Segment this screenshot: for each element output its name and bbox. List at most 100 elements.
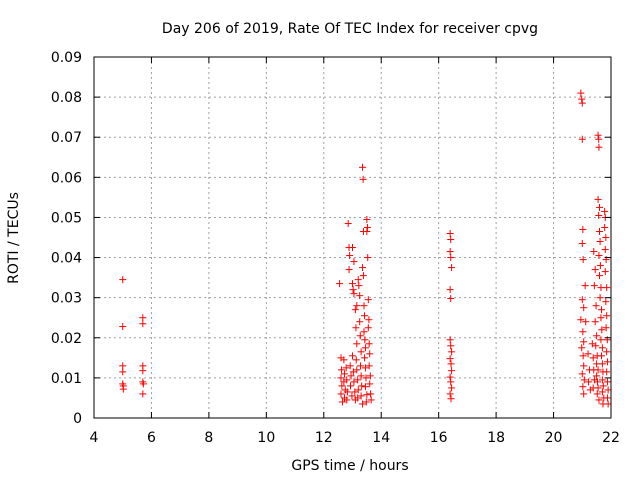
data-point [592,302,600,310]
data-point [446,355,454,363]
data-points [119,89,612,408]
data-point [344,219,352,227]
data-point [343,388,351,396]
data-point [367,390,375,398]
y-axis-label: ROTI / TECUs [6,192,22,284]
data-point [598,306,606,314]
data-point [366,350,374,358]
data-point [355,282,363,290]
data-point [602,234,610,241]
data-point [584,350,592,358]
data-point [360,328,368,336]
data-point [597,314,605,322]
data-point [603,284,611,292]
data-point [578,240,586,248]
data-point [448,348,456,356]
data-point [447,294,455,302]
data-point [139,380,147,388]
data-point [580,362,588,370]
data-point [361,344,369,352]
y-tick-label: 0.05 [51,210,82,226]
y-tick-labels: 0 0.01 0.02 0.03 0.04 0.05 0.06 0.07 0.08 0.09 [51,50,82,427]
data-point [363,223,371,231]
x-tick-labels: 4 6 8 10 12 14 16 18 20 22 [90,430,620,446]
data-point [361,354,369,362]
data-point [448,384,456,392]
data-point [596,294,604,302]
data-point [354,376,362,384]
data-point [586,386,594,394]
data-point [359,163,367,171]
data-point [578,99,586,107]
data-point [349,286,357,294]
data-point [357,372,365,380]
data-point [353,366,361,374]
data-point [448,367,456,375]
data-point [353,302,361,310]
data-point [366,380,374,388]
data-point [604,378,612,386]
data-point [604,386,612,394]
y-tick-label: 0.02 [51,331,82,347]
data-point [604,400,612,408]
x-tick-label: 22 [602,430,620,446]
data-point [367,396,375,404]
data-point [361,312,369,320]
data-point [593,332,601,340]
data-point [585,378,593,386]
x-tick-label: 18 [487,430,505,446]
data-point [598,326,606,334]
data-point [340,370,348,378]
data-point [365,316,373,324]
data-point [601,223,609,231]
data-point [342,364,350,372]
data-point [337,374,345,382]
plot-frame [93,56,612,419]
data-point [139,320,147,328]
data-point [353,340,361,348]
data-point [119,323,127,331]
data-point [598,388,606,396]
data-point [602,298,610,306]
data-point [359,175,367,183]
data-point [345,266,353,274]
data-point [359,272,367,280]
data-point [447,254,455,262]
data-point [588,340,596,348]
data-point [599,382,607,390]
data-point [577,89,585,97]
x-tick-label: 8 [204,430,213,446]
data-point [446,336,454,344]
data-point [603,312,611,320]
data-point [596,272,604,280]
data-point [139,367,147,375]
data-point [352,324,360,332]
data-point [351,306,359,314]
data-point [362,374,370,382]
data-point [346,252,354,260]
data-point [597,336,605,344]
data-point [338,398,346,406]
data-point [119,368,127,376]
data-point [590,248,598,256]
data-point [595,143,603,151]
data-point [363,227,371,235]
data-point [337,390,345,398]
gridlines [94,57,611,418]
y-tick-label: 0.06 [51,170,82,186]
data-point [119,362,127,370]
data-point [350,378,358,386]
data-point [579,328,587,336]
data-point [596,262,604,270]
data-point [579,352,587,360]
data-point [582,318,590,326]
data-point [343,376,351,384]
data-point [139,314,147,322]
data-point [364,254,372,262]
x-tick-label: 20 [545,430,563,446]
x-tick-label: 14 [372,430,390,446]
data-point [598,352,606,360]
data-point [340,356,348,364]
data-point [580,390,588,398]
